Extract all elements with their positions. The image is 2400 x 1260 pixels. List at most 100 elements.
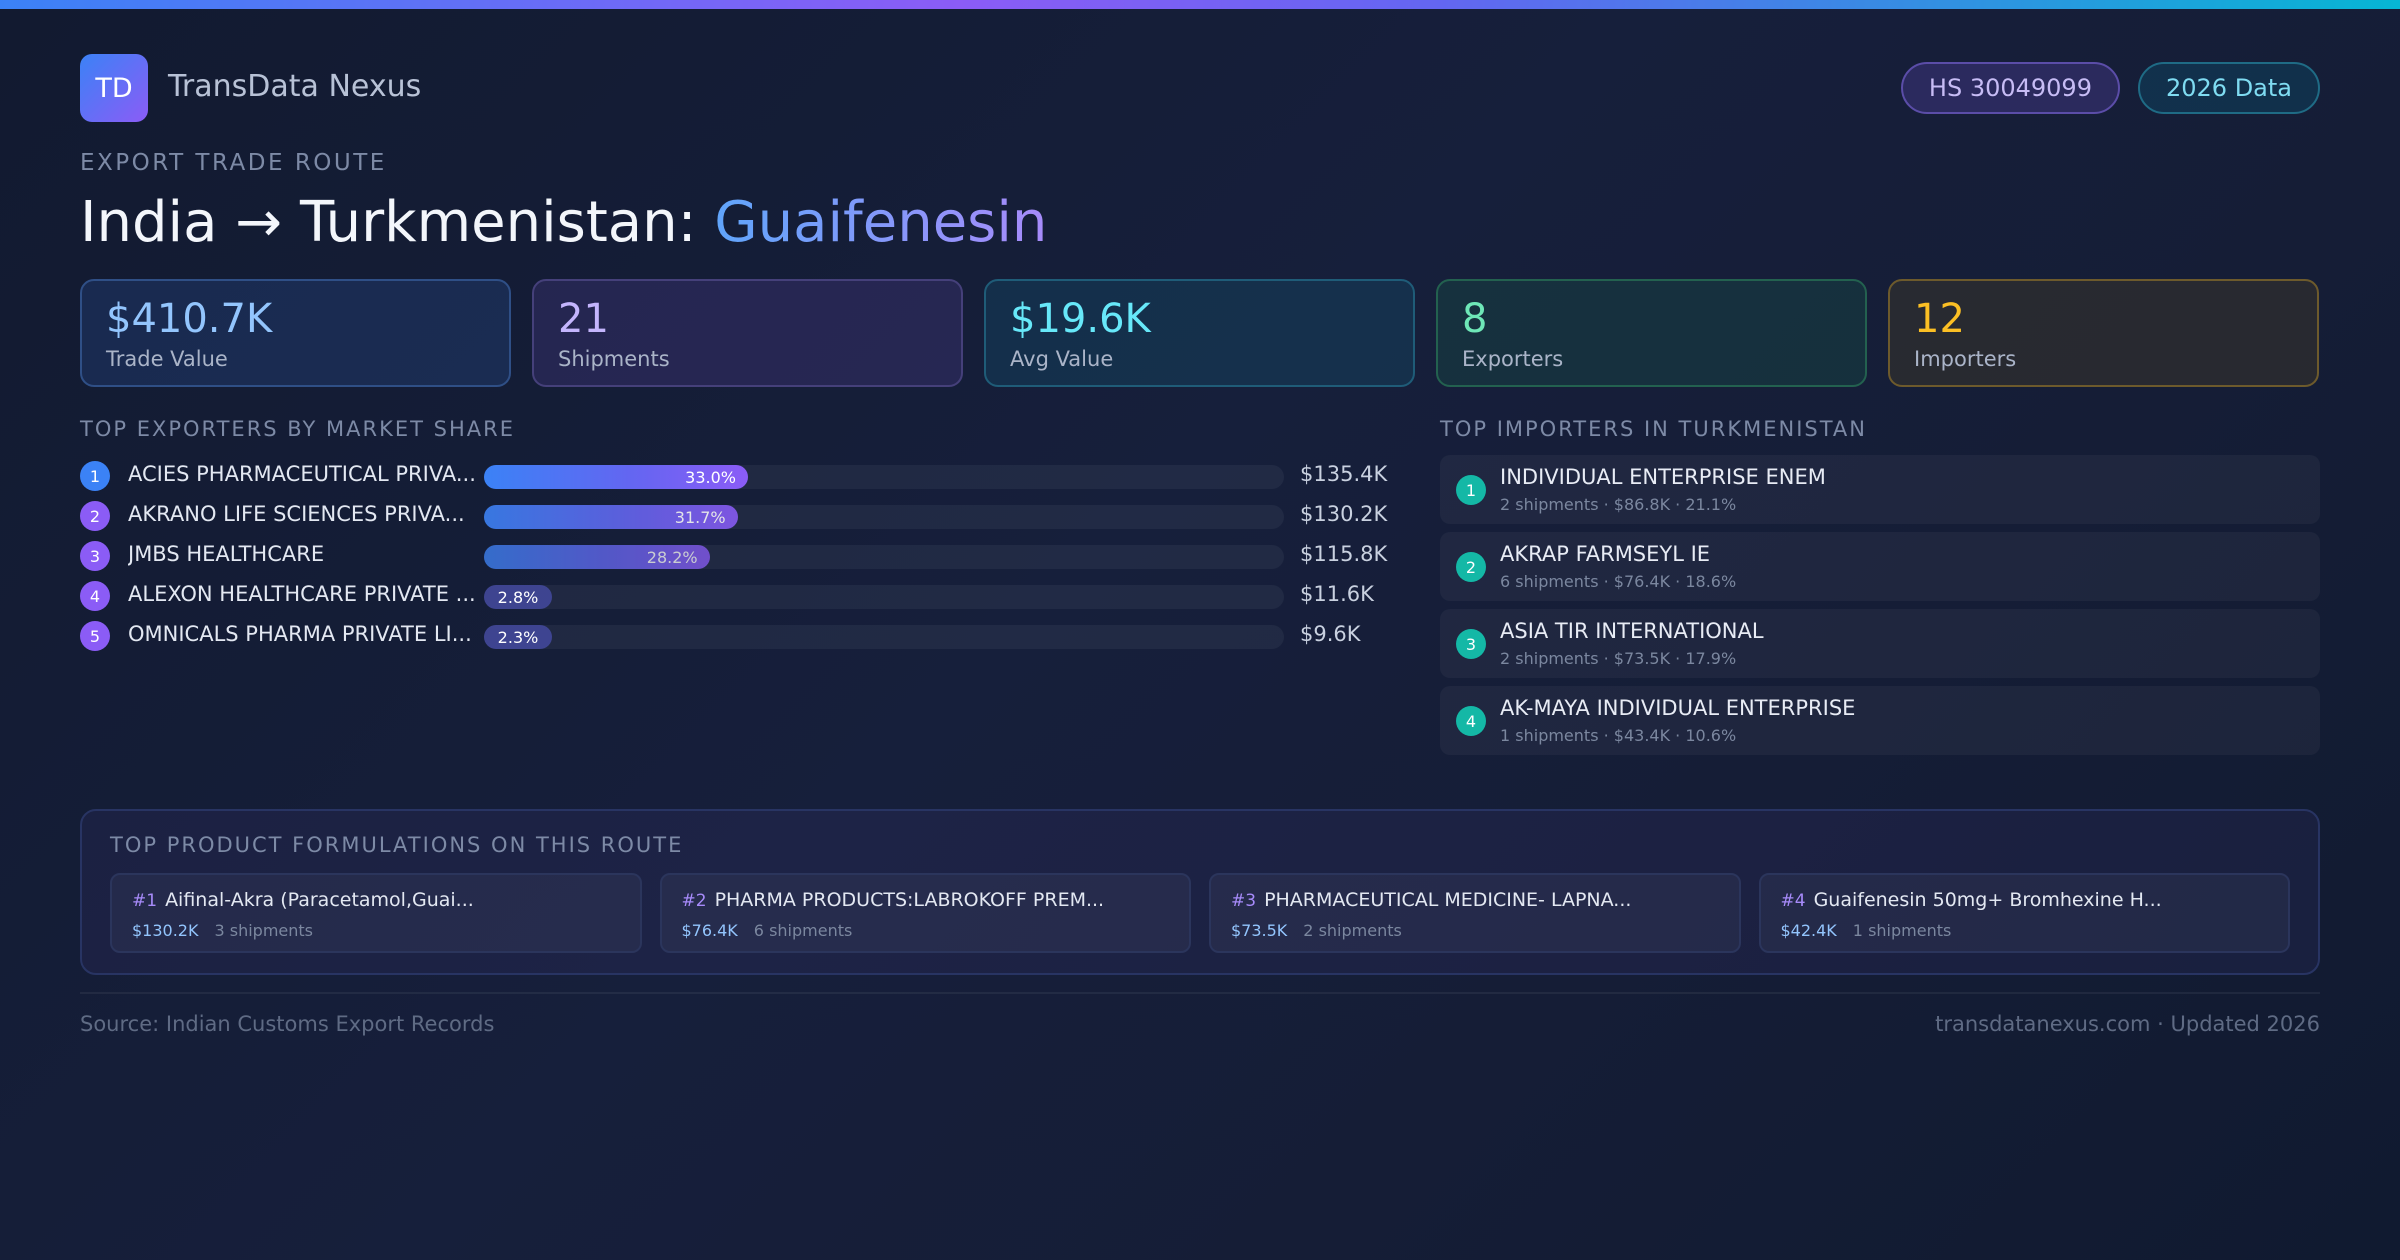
exporter-value: $11.6K [1300,582,1374,606]
header-badges: HS 30049099 2026 Data [1900,62,2320,114]
product-name: Guaifenesin [714,190,1048,255]
importers-panel: TOP IMPORTERS IN TURKMENISTAN 1 INDIVIDU… [1440,417,2320,763]
importer-name: AKRAP FARMSEYL IE [1500,542,1711,566]
product-value: $73.5K [1231,921,1288,940]
stat-label: Importers [1914,347,2017,371]
footer: Source: Indian Customs Export Records tr… [80,994,2320,1042]
importer-name: ASIA TIR INTERNATIONAL [1500,619,1764,643]
share-bar-fill: 33.0% [484,465,748,489]
share-bar-fill: 28.2% [484,545,710,569]
exporter-value: $115.8K [1300,542,1388,566]
rank-badge: 5 [80,621,110,651]
product-value: $42.4K [1780,921,1837,940]
importer-card: 4 AK-MAYA INDIVIDUAL ENTERPRISE 1 shipme… [1440,686,2320,755]
exporter-row: 1 ACIES PHARMACEUTICAL PRIVA... 33.0% $1… [80,455,1387,495]
exporter-value: $135.4K [1300,462,1388,486]
product-card: #4 Guaifenesin 50mg+ Bromhexine H... $42.… [1758,873,2290,953]
route-title-prefix: India → Turkmenistan: [80,190,715,255]
importer-name: INDIVIDUAL ENTERPRISE ENEM [1500,465,1826,489]
top-accent-stripe [0,0,2400,9]
stat-value: 12 [1914,296,1965,342]
exporters-heading: TOP EXPORTERS BY MARKET SHARE [80,417,516,441]
rank-badge: 4 [1456,706,1486,736]
product-value: $130.2K [132,921,199,940]
product-shipments: 1 shipments [1852,921,1952,940]
stat-value: 8 [1462,296,1488,342]
site-credit: transdatanexus.com · Updated 2026 [1935,1012,2320,1036]
rank-badge: 1 [1456,475,1486,505]
stat-label: Exporters [1462,347,1564,371]
share-bar-track: 2.3% [484,625,1284,649]
stat-label: Shipments [558,347,670,371]
product-shipments: 3 shipments [214,921,314,940]
importer-meta: 2 shipments · $86.8K · 21.1% [1500,495,1737,514]
exporter-row: 4 ALEXON HEALTHCARE PRIVATE ... 2.8% $11… [80,575,1380,615]
stat-card-avg-value: $19.6K Avg Value [984,279,1415,387]
header: TD TransData Nexus HS 30049099 2026 Data [80,52,2320,122]
product-formulations-panel: TOP PRODUCT FORMULATIONS ON THIS ROUTE #… [80,809,2320,975]
product-name: Aifinal-Akra (Paracetamol,Guai... [165,889,474,911]
exporter-value: $130.2K [1300,502,1388,526]
product-rank: #4 [1780,891,1806,911]
rank-badge: 1 [80,461,110,491]
importers-list: 1 INDIVIDUAL ENTERPRISE ENEM 2 shipments… [1440,455,2320,755]
share-bar-fill: 2.8% [484,585,552,609]
importer-meta: 1 shipments · $43.4K · 10.6% [1500,726,1737,745]
product-name: Guaifenesin 50mg+ Bromhexine H... [1813,889,2162,911]
importer-card: 1 INDIVIDUAL ENTERPRISE ENEM 2 shipments… [1440,455,2320,524]
stat-value: 21 [558,296,609,342]
importer-card: 3 ASIA TIR INTERNATIONAL 2 shipments · $… [1440,609,2320,678]
product-card: #2 PHARMA PRODUCTS:LABROKOFF PREM... $76.… [659,873,1191,953]
stat-label: Trade Value [106,347,228,371]
share-bar-fill: 2.3% [484,625,552,649]
stats-row: $410.7K Trade Value 21 Shipments $19.6K … [80,279,2320,387]
products-heading: TOP PRODUCT FORMULATIONS ON THIS ROUTE [110,833,684,857]
exporter-value: $9.6K [1300,622,1361,646]
stat-card-shipments: 21 Shipments [532,279,963,387]
exporter-row: 3 JMBS HEALTHCARE 28.2% $115.8K [80,535,1387,575]
share-bar-track: 31.7% [484,505,1284,529]
importer-name: AK-MAYA INDIVIDUAL ENTERPRISE [1500,696,1856,720]
importer-meta: 2 shipments · $73.5K · 17.9% [1500,649,1737,668]
brand-name: TransData Nexus [168,69,422,104]
product-name: PHARMA PRODUCTS:LABROKOFF PREM... [714,889,1105,911]
data-year-badge: 2026 Data [2137,62,2320,114]
product-name: PHARMACEUTICAL MEDICINE- LAPNA... [1264,889,1632,911]
stat-label: Avg Value [1010,347,1114,371]
rank-badge: 2 [1456,552,1486,582]
exporter-name: ACIES PHARMACEUTICAL PRIVA... [128,462,476,486]
footer-divider [80,992,2320,994]
stat-value: $19.6K [1010,296,1151,342]
route-eyebrow: EXPORT TRADE ROUTE [80,150,387,176]
product-rank: #3 [1231,891,1257,911]
stat-value: $410.7K [106,296,273,342]
logo-badge: TD [80,54,148,122]
hs-code-badge: HS 30049099 [1900,62,2120,114]
rank-badge: 4 [80,581,110,611]
rank-badge: 3 [1456,629,1486,659]
exporter-name: OMNICALS PHARMA PRIVATE LI... [128,622,472,646]
share-bar-track: 28.2% [484,545,1284,569]
source-note: Source: Indian Customs Export Records [80,1012,495,1036]
exporters-panel: TOP EXPORTERS BY MARKET SHARE 1 ACIES PH… [80,417,1387,655]
rank-badge: 2 [80,501,110,531]
share-bar-track: 33.0% [484,465,1284,489]
exporter-name: JMBS HEALTHCARE [128,542,325,566]
product-card: #1 Aifinal-Akra (Paracetamol,Guai... $130… [110,873,642,953]
product-value: $76.4K [681,921,738,940]
stat-card-importers: 12 Importers [1888,279,2319,387]
product-shipments: 2 shipments [1303,921,1402,940]
importer-card: 2 AKRAP FARMSEYL IE 6 shipments · $76.4K… [1440,532,2320,601]
page-title: India → Turkmenistan: Guaifenesin [80,190,2320,255]
exporter-name: AKRANO LIFE SCIENCES PRIVA... [128,502,465,526]
stat-card-exporters: 8 Exporters [1436,279,1867,387]
product-rank: #2 [681,891,707,911]
exporter-name: ALEXON HEALTHCARE PRIVATE ... [128,582,476,606]
exporter-row: 5 OMNICALS PHARMA PRIVATE LI... 2.3% $9.… [80,615,1380,655]
exporter-row: 2 AKRANO LIFE SCIENCES PRIVA... 31.7% $1… [80,495,1387,535]
products-grid: #1 Aifinal-Akra (Paracetamol,Guai... $130… [110,873,2290,953]
middle-section: TOP EXPORTERS BY MARKET SHARE 1 ACIES PH… [80,417,2320,809]
rank-badge: 3 [80,541,110,571]
share-bar-fill: 31.7% [484,505,738,529]
page: TD TransData Nexus HS 30049099 2026 Data… [80,52,2320,1042]
